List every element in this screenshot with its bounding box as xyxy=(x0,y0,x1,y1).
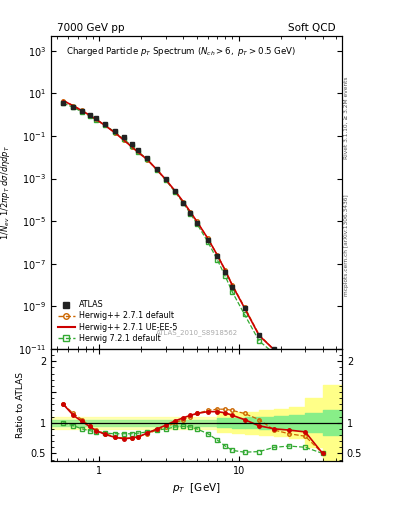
X-axis label: $p_T$  [GeV]: $p_T$ [GeV] xyxy=(172,481,221,495)
Text: Charged Particle $p_T$ Spectrum ($N_{ch}>6,\ p_T>0.5$ GeV): Charged Particle $p_T$ Spectrum ($N_{ch}… xyxy=(66,45,296,58)
Text: Soft QCD: Soft QCD xyxy=(288,23,336,33)
Bar xyxy=(51,420,342,426)
Text: ATLAS_2010_S8918562: ATLAS_2010_S8918562 xyxy=(156,330,237,336)
Text: Rivet 3.1.10, ≥ 3.2M events: Rivet 3.1.10, ≥ 3.2M events xyxy=(344,77,349,159)
Text: 7000 GeV pp: 7000 GeV pp xyxy=(57,23,125,33)
Bar xyxy=(51,417,342,429)
Text: mcplots.cern.ch [arXiv:1306.3436]: mcplots.cern.ch [arXiv:1306.3436] xyxy=(344,195,349,296)
Legend: ATLAS, Herwig++ 2.7.1 default, Herwig++ 2.7.1 UE-EE-5, Herwig 7.2.1 default: ATLAS, Herwig++ 2.7.1 default, Herwig++ … xyxy=(55,298,180,345)
Y-axis label: $1/N_{ev}\ 1/2\pi p_T\ d\sigma/d\eta dp_T$: $1/N_{ev}\ 1/2\pi p_T\ d\sigma/d\eta dp_… xyxy=(0,145,13,240)
Y-axis label: Ratio to ATLAS: Ratio to ATLAS xyxy=(16,372,25,438)
